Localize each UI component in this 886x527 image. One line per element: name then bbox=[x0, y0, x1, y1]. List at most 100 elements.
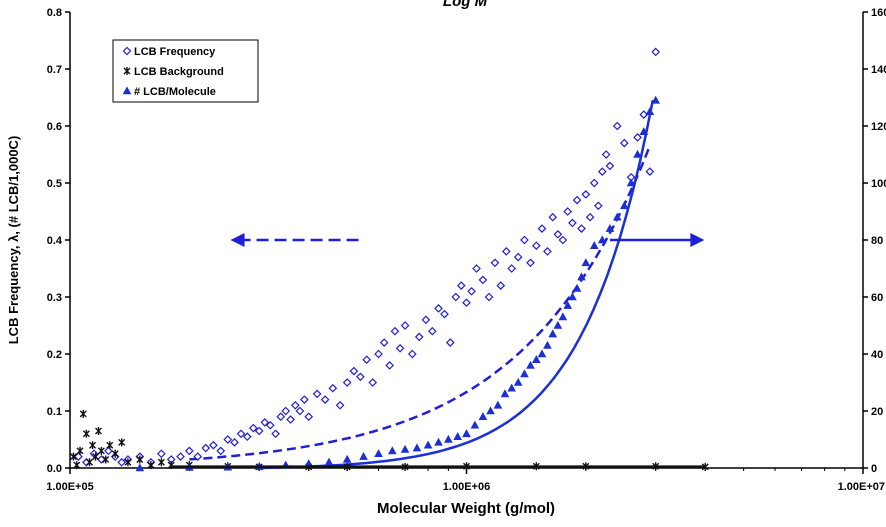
point-lcb-frequency bbox=[349, 366, 359, 376]
point-lcb-molecule bbox=[478, 412, 488, 420]
point-lcb-frequency bbox=[74, 452, 83, 461]
point-lcb-background bbox=[86, 458, 94, 467]
point-lcb-background bbox=[111, 449, 119, 458]
point-lcb-molecule bbox=[645, 107, 655, 116]
point-lcb-frequency bbox=[407, 349, 417, 359]
y2-tick-label: 140 bbox=[871, 64, 886, 76]
x-tick-label: 1.00E+05 bbox=[46, 481, 93, 493]
asterisk-stroke bbox=[106, 441, 114, 450]
point-lcb-molecule bbox=[568, 292, 577, 301]
y-tick-label: 0.7 bbox=[47, 64, 62, 76]
point-lcb-frequency bbox=[581, 190, 591, 199]
arrow-left-head bbox=[230, 233, 245, 247]
point-lcb-molecule bbox=[462, 429, 471, 438]
point-lcb-molecule bbox=[577, 272, 586, 281]
point-lcb-frequency bbox=[395, 343, 405, 353]
point-lcb-frequency bbox=[572, 195, 582, 205]
point-lcb-frequency bbox=[286, 415, 295, 424]
point-lcb-frequency bbox=[633, 133, 642, 142]
point-lcb-frequency bbox=[605, 161, 615, 171]
legend-items bbox=[122, 46, 132, 95]
point-lcb-frequency bbox=[537, 224, 547, 233]
point-lcb-frequency bbox=[507, 264, 517, 273]
point-lcb-frequency bbox=[619, 138, 629, 148]
y-tick-label: 0.8 bbox=[47, 7, 62, 19]
point-lcb-frequency bbox=[601, 150, 611, 159]
point-lcb-frequency bbox=[260, 418, 270, 427]
point-lcb-molecule bbox=[639, 127, 649, 135]
point-lcb-frequency bbox=[223, 435, 233, 444]
point-lcb-frequency bbox=[639, 110, 649, 119]
point-lcb-frequency bbox=[427, 326, 437, 336]
point-lcb-molecule bbox=[633, 149, 642, 158]
point-lcb-molecule bbox=[548, 329, 558, 338]
point-lcb-molecule bbox=[553, 320, 563, 329]
point-lcb-molecule bbox=[453, 432, 462, 440]
point-lcb-frequency bbox=[295, 406, 305, 416]
point-lcb-frequency bbox=[335, 400, 345, 410]
asterisk-stroke bbox=[102, 455, 110, 464]
point-lcb-frequency bbox=[157, 449, 166, 459]
point-lcb-frequency bbox=[440, 309, 449, 319]
asterisk-stroke bbox=[111, 449, 119, 458]
point-lcb-molecule bbox=[324, 457, 334, 466]
asterisk-stroke bbox=[97, 446, 105, 455]
asterisk-stroke bbox=[73, 461, 81, 470]
point-lcb-background bbox=[102, 455, 110, 464]
asterisk-stroke bbox=[123, 67, 131, 75]
point-lcb-frequency bbox=[612, 121, 622, 131]
point-lcb-frequency bbox=[597, 167, 607, 176]
asterisk-stroke bbox=[92, 452, 100, 461]
y2-tick-label: 100 bbox=[871, 178, 886, 190]
point-lcb-background bbox=[106, 441, 114, 450]
point-lcb-molecule bbox=[423, 440, 433, 449]
point-lcb-frequency bbox=[117, 457, 127, 467]
legend-box bbox=[112, 39, 259, 103]
ticks-layer: 0.0 0.1 0.2 0.3 0.4 0.5 0.6 0.7 0.8 0 20 40 60 80 100 1… bbox=[46, 7, 886, 493]
asterisk-stroke bbox=[89, 441, 97, 450]
point-lcb-frequency bbox=[362, 355, 372, 365]
point-lcb-frequency bbox=[467, 286, 476, 296]
point-lcb-frequency bbox=[513, 252, 523, 262]
point-lcb-molecule bbox=[342, 454, 352, 463]
point-lcb-frequency bbox=[104, 446, 113, 456]
point-lcb-frequency bbox=[230, 438, 239, 447]
point-lcb-frequency bbox=[585, 212, 595, 222]
asterisk-stroke bbox=[701, 462, 709, 471]
point-lcb-frequency bbox=[645, 167, 655, 176]
point-lcb-molecule bbox=[605, 223, 615, 232]
point-lcb-frequency bbox=[462, 298, 471, 308]
point-lcb-frequency bbox=[496, 281, 506, 290]
point-lcb-background bbox=[89, 441, 97, 450]
point-lcb-frequency bbox=[242, 432, 252, 441]
asterisk-stroke bbox=[147, 461, 155, 470]
point-lcb-molecule bbox=[558, 312, 568, 321]
point-lcb-frequency bbox=[248, 423, 258, 433]
point-lcb-frequency bbox=[589, 178, 599, 188]
asterisk-stroke bbox=[95, 426, 102, 435]
point-lcb-frequency bbox=[484, 292, 494, 302]
point-lcb-frequency bbox=[271, 429, 280, 439]
point-lcb-background bbox=[95, 426, 102, 435]
point-lcb-frequency bbox=[451, 292, 461, 302]
y2-tick-label: 0 bbox=[871, 463, 877, 475]
point-lcb-molecule bbox=[493, 400, 503, 409]
legend-marker-lcb-molecule bbox=[122, 86, 132, 95]
point-lcb-molecule bbox=[520, 369, 529, 378]
x-tick-label: 1.00E+07 bbox=[838, 481, 885, 493]
legend-marker-lcb-background bbox=[123, 67, 131, 75]
point-lcb-background bbox=[82, 429, 90, 438]
point-lcb-frequency bbox=[434, 304, 443, 313]
y-tick-label: 0.1 bbox=[47, 406, 62, 418]
point-lcb-molecule bbox=[581, 258, 591, 267]
point-lcb-frequency bbox=[563, 207, 573, 216]
point-lcb-frequency bbox=[651, 47, 661, 57]
point-lcb-frequency bbox=[265, 420, 275, 430]
point-lcb-background bbox=[92, 452, 100, 461]
point-lcb-molecule bbox=[513, 377, 523, 386]
point-lcb-frequency bbox=[379, 338, 389, 347]
point-lcb-molecule bbox=[500, 389, 510, 398]
point-lcb-frequency bbox=[568, 218, 577, 228]
point-lcb-frequency bbox=[531, 241, 541, 251]
